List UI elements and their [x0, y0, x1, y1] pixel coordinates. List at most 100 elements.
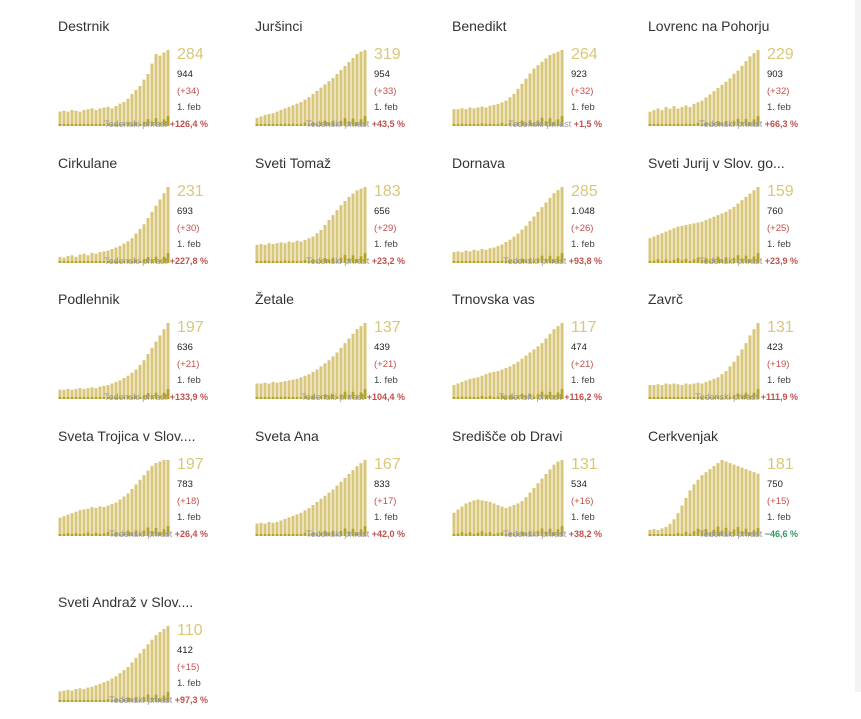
bar-daily [259, 534, 263, 536]
bar-daily [520, 531, 524, 536]
bar-chart [452, 187, 564, 263]
bar [516, 88, 520, 126]
date-label: 1. feb [571, 512, 595, 523]
bar-daily [98, 534, 102, 536]
bar [528, 492, 532, 536]
bar [279, 242, 283, 263]
bar-daily [90, 261, 94, 263]
date-label: 1. feb [767, 102, 791, 113]
bar [102, 682, 106, 702]
bar-daily [500, 122, 504, 126]
bar-daily [58, 261, 62, 263]
bar [476, 377, 480, 399]
bar [528, 73, 532, 126]
bar-daily [740, 258, 744, 263]
bar [331, 489, 335, 536]
weekly-growth-label: Tedenski prirast [699, 119, 763, 129]
bar-daily [90, 124, 94, 126]
bar-daily [295, 261, 299, 263]
bar [664, 526, 668, 536]
weekly-growth-label: Tedenski prirast [109, 695, 173, 705]
bar-daily [267, 124, 271, 126]
bar-daily [656, 123, 660, 126]
panel-title: Cerkvenjak [648, 428, 719, 444]
bar-daily [162, 392, 166, 399]
bar [106, 505, 110, 536]
bar [267, 522, 271, 536]
bar-daily [98, 261, 102, 263]
daily-delta: (+26) [571, 223, 594, 234]
bar-daily [74, 124, 78, 126]
bar [150, 63, 154, 126]
bar [712, 378, 716, 399]
bar [146, 74, 150, 126]
bar [492, 371, 496, 399]
bar-daily [166, 116, 170, 126]
bar-daily [118, 124, 122, 126]
bar [724, 211, 728, 263]
bar-daily [532, 260, 536, 263]
bar [78, 510, 82, 536]
bar [351, 193, 355, 263]
big-number: 197 [177, 456, 204, 473]
bar-daily [668, 261, 672, 263]
bar-daily [480, 395, 484, 399]
weekly-growth: Tedenski prirast +97,3 % [109, 695, 208, 705]
bar-daily [656, 534, 660, 536]
bar [500, 506, 504, 536]
bar [756, 323, 760, 399]
bar [720, 374, 724, 399]
bar [287, 380, 291, 399]
date-label: 1. feb [374, 239, 398, 250]
weekly-growth-label: Tedenski prirast [104, 392, 168, 402]
bar-daily [279, 397, 283, 399]
bar-chart [648, 187, 760, 263]
bar [464, 503, 468, 536]
bar [552, 329, 556, 399]
bar [122, 243, 126, 263]
bar-daily [62, 700, 66, 702]
scrollbar[interactable] [855, 0, 861, 692]
bar [311, 236, 315, 263]
bar-daily [652, 534, 656, 536]
bar-daily [150, 121, 154, 126]
bar-daily [315, 261, 319, 263]
bar [126, 667, 130, 702]
bar-daily [452, 534, 456, 536]
bar [122, 496, 126, 536]
bar-daily [82, 700, 86, 702]
bar-daily [94, 397, 98, 399]
bar-daily [291, 260, 295, 263]
bar [162, 52, 166, 126]
bar [544, 202, 548, 263]
bar [672, 228, 676, 263]
bar-daily [520, 120, 524, 126]
bar [756, 50, 760, 126]
date-label: 1. feb [767, 512, 791, 523]
bar [712, 91, 716, 126]
bar [323, 225, 327, 263]
total-count: 923 [571, 69, 587, 80]
date-label: 1. feb [177, 375, 201, 386]
bar [732, 73, 736, 126]
weekly-growth: Tedenski prirast +26,4 % [109, 529, 208, 539]
bar [158, 335, 162, 399]
weekly-growth: Tedenski prirast +23,9 % [699, 256, 798, 266]
bar-daily [355, 395, 359, 399]
bar [263, 523, 267, 536]
bar-daily [158, 532, 162, 536]
bar-daily [668, 534, 672, 536]
bar [82, 253, 86, 263]
bar-daily [692, 124, 696, 126]
bar [672, 383, 676, 399]
bar-daily [351, 528, 355, 536]
bar-daily [552, 532, 556, 536]
bar [90, 686, 94, 702]
bar [114, 381, 118, 399]
bar-daily [339, 531, 343, 536]
weekly-growth-value: +23,2 % [371, 256, 405, 266]
bar-daily [668, 397, 672, 399]
bar [90, 387, 94, 399]
bar-daily [664, 534, 668, 536]
bar [696, 382, 700, 399]
